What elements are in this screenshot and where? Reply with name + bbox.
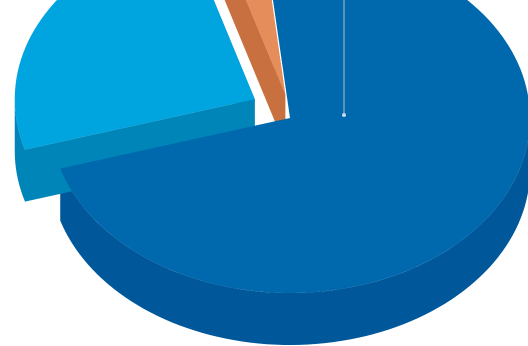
pie-slice-side-2-1 — [14, 99, 25, 202]
pie-leader-dot-1 — [342, 113, 346, 117]
pie-slice-2 — [14, 0, 255, 150]
pie-slice-wall-3-1 — [224, 0, 286, 147]
pie-tops — [14, 0, 528, 293]
pie-slice-1 — [60, 0, 528, 293]
pie-leader-lines — [342, 0, 346, 117]
pie-slice-side-1-1 — [60, 140, 528, 345]
pie-slice-3 — [246, 0, 286, 95]
